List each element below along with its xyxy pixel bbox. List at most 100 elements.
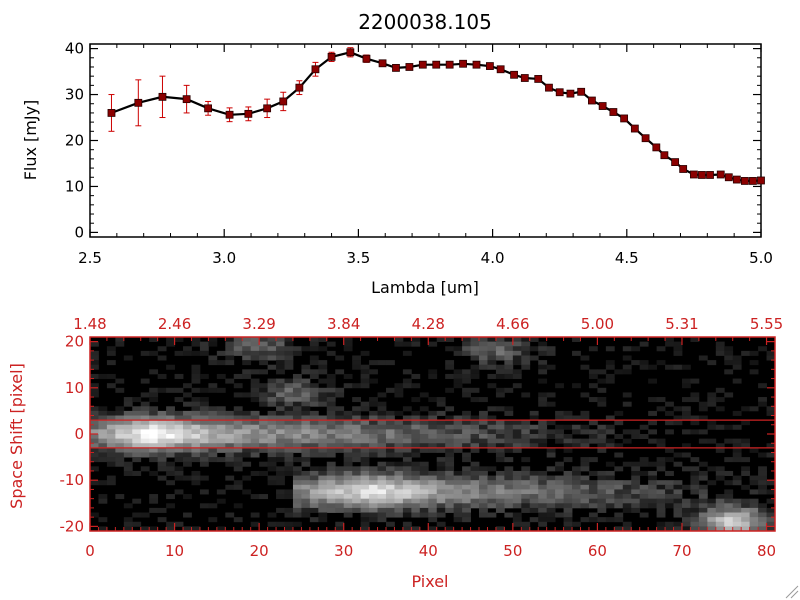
heatmap-cell [673,406,683,412]
heatmap-cell [563,517,573,523]
heatmap-cell [411,447,421,453]
heatmap-cell [216,415,226,421]
heatmap-cell [199,424,209,430]
heatmap-cell [495,387,505,393]
heatmap-cell [504,447,514,453]
heatmap-cell [216,447,226,453]
heatmap-cell [292,512,302,518]
image-y-tick-label: 0 [74,425,84,443]
image-top-tick-label: 3.84 [327,315,360,333]
heatmap-cell [538,360,548,366]
heatmap-cell [622,480,632,486]
heatmap-cell [191,452,201,458]
heatmap-cell [580,364,590,370]
heatmap-cell [665,410,674,416]
heatmap-cell [428,489,438,495]
heatmap-cell [758,507,767,513]
heatmap-cell [622,489,632,495]
heatmap-cell [741,420,751,426]
spectrum-panel: 2200038.105 2.5 3.0 3.5 4.0 4.5 5.0 010203040… [21,10,773,297]
heatmap-cell [453,429,463,435]
heatmap-cell [199,387,209,393]
spectrum-data-point [732,175,741,184]
heatmap-cell [758,397,767,403]
heatmap-cell [504,503,514,509]
heatmap-cell [445,494,455,500]
heatmap-cell [276,350,285,356]
image-x-tick-label: 50 [503,542,522,560]
heatmap-cell [360,517,370,523]
heatmap-cell [149,438,159,444]
heatmap-cell [470,355,480,361]
heatmap-cell [580,415,590,421]
heatmap-cell [504,337,514,343]
heatmap-cell [115,337,125,343]
heatmap-cell [123,420,133,426]
heatmap-cell [191,447,201,453]
heatmap-cell [436,434,446,440]
heatmap-cell [276,457,285,463]
heatmap-cell [242,424,252,430]
heatmap-cell [572,466,581,472]
heatmap-cell [199,475,209,481]
heatmap-cell [698,526,708,532]
heatmap-cell [453,346,463,352]
heatmap-cell [639,498,649,504]
heatmap-cell [487,406,497,412]
heatmap-cell [199,434,209,440]
heatmap-cell [369,470,378,476]
heatmap-cell [462,424,471,430]
heatmap-cell [614,480,624,486]
heatmap-cell [199,461,209,467]
heatmap-cell [580,475,590,481]
heatmap-cell [276,369,285,375]
heatmap-cell [411,373,421,379]
heatmap-cell [656,526,666,532]
heatmap-cell [453,480,463,486]
heatmap-cell [242,452,252,458]
heatmap-cell [419,420,429,426]
heatmap-cell [318,452,328,458]
heatmap-cell [758,480,767,486]
heatmap-cell [538,438,548,444]
heatmap-cell [183,424,192,430]
heatmap-cell [132,424,142,430]
heatmap-cell [284,526,294,532]
heatmap-cell [698,494,708,500]
heatmap-cell [326,443,336,449]
heatmap-cell [436,480,446,486]
heatmap-cell [284,489,294,495]
heatmap-cell [284,429,294,435]
heatmap-cell [216,360,226,366]
heatmap-cell [690,420,700,426]
heatmap-cell [292,410,302,416]
heatmap-cell [504,494,514,500]
heatmap-cell [538,369,548,375]
heatmap-cell [149,410,159,416]
heatmap-cell [292,438,302,444]
heatmap-cell [673,341,683,347]
heatmap-cell [479,438,488,444]
spectrum-data-point [378,59,387,68]
heatmap-cell [225,341,235,347]
heatmap-cell [605,498,615,504]
heatmap-cell [233,503,243,509]
heatmap-cell [233,410,243,416]
heatmap-cell [707,498,717,504]
heatmap-cell [563,489,573,495]
heatmap-cell [495,503,505,509]
heatmap-cell [732,503,742,509]
heatmap-cell [326,373,336,379]
heatmap-cell [140,452,150,458]
resize-grip-icon[interactable] [785,585,799,599]
heatmap-cell [614,466,624,472]
heatmap-cell [487,484,497,490]
heatmap-cell [208,387,218,393]
heatmap-cell [360,415,370,421]
heatmap-cell [504,480,514,486]
heatmap-cell [385,498,395,504]
heatmap-cell [149,397,159,403]
heatmap-cell [732,447,742,453]
heatmap-cell [216,498,226,504]
heatmap-cell [377,470,387,476]
